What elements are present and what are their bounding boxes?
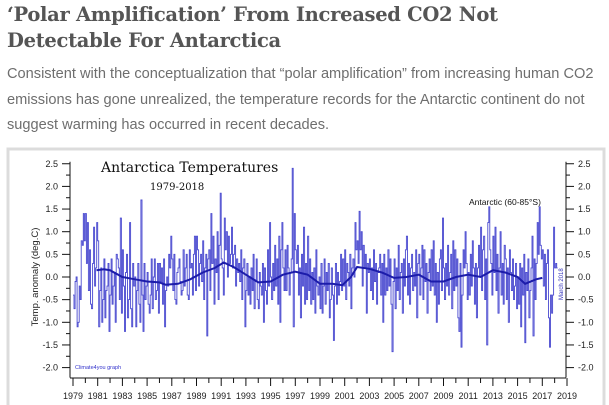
y-tick-label-left: -1.0 <box>42 317 58 327</box>
y-tick-label-left: -1.5 <box>42 340 58 350</box>
y-tick-label-left: 1.0 <box>45 227 58 237</box>
y-tick-label-right: 2.5 <box>578 159 591 169</box>
x-tick-label: 2011 <box>459 391 478 401</box>
x-tick-label: 1981 <box>88 391 108 401</box>
y-tick-label-right: 1.5 <box>578 204 591 214</box>
region-label: Antarctic (60-85°S) <box>469 197 541 207</box>
y-tick-label-left: 2.0 <box>45 181 58 191</box>
x-tick-label: 1993 <box>236 391 256 401</box>
x-tick-label: 2013 <box>483 391 503 401</box>
x-tick-label: 1991 <box>211 391 231 401</box>
y-tick-label-right: 1.0 <box>578 227 591 237</box>
article-lead: Consistent with the conceptualization th… <box>7 66 594 133</box>
y-tick-label-right: -2.0 <box>578 363 594 373</box>
y-tick-label-right: -1.0 <box>578 317 594 327</box>
x-tick-label: 1997 <box>285 391 305 401</box>
y-tick-label-left: 2.5 <box>45 159 58 169</box>
x-tick-label: 1989 <box>186 391 206 401</box>
y-tick-label-left: 1.5 <box>45 204 58 214</box>
x-tick-label: 1987 <box>162 391 182 401</box>
date-label: March 2018 <box>559 268 565 300</box>
x-tick-label: 2001 <box>335 391 355 401</box>
x-tick-label: 1985 <box>137 391 157 401</box>
chart-title: Antarctica Temperatures <box>100 160 278 176</box>
y-tick-label-left: -0.5 <box>42 295 58 305</box>
running-mean-line <box>96 261 543 287</box>
x-tick-label: 2007 <box>409 391 429 401</box>
y-tick-label-left: -2.0 <box>42 363 58 373</box>
y-tick-label-left: 0.5 <box>45 249 58 259</box>
x-tick-label: 2015 <box>508 391 528 401</box>
y-tick-label-right: 0.5 <box>578 249 591 259</box>
x-tick-label: 2003 <box>359 391 379 401</box>
credit-label: Climate4you graph <box>75 365 121 371</box>
x-tick-label: 1995 <box>261 391 281 401</box>
y-tick-label-right: -0.5 <box>578 295 594 305</box>
x-tick-label: 2019 <box>557 391 577 401</box>
x-tick-label: 2005 <box>384 391 404 401</box>
y-tick-label-right: 0.0 <box>578 272 591 282</box>
x-tick-label: 1999 <box>310 391 330 401</box>
x-tick-label: 1983 <box>112 391 132 401</box>
monthly-temperature-line <box>73 167 558 353</box>
y-axis-label: Temp. anomaly (deg.C) <box>30 228 41 327</box>
x-tick-label: 2009 <box>433 391 453 401</box>
x-tick-label: 2017 <box>532 391 552 401</box>
x-tick-label: 1979 <box>63 391 83 401</box>
chart-subtitle: 1979-2018 <box>150 182 204 193</box>
y-tick-label-right: 2.0 <box>578 181 591 191</box>
y-tick-label-right: -1.5 <box>578 340 594 350</box>
article-title: ‘Polar Amplification’ From Increased CO2… <box>7 3 498 52</box>
y-tick-label-left: 0.0 <box>45 272 58 282</box>
